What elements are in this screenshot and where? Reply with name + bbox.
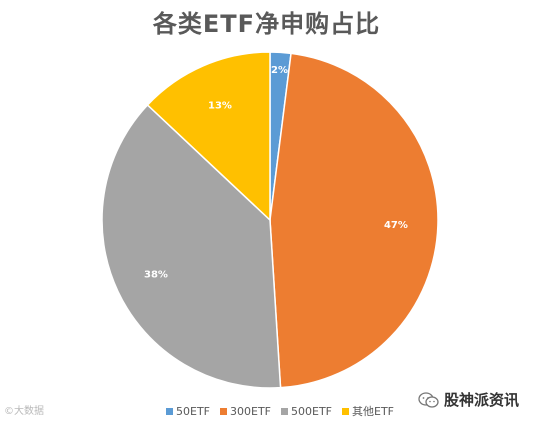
pie-slice-300ETF: [269, 52, 439, 389]
legend-swatch: [220, 407, 227, 415]
legend-label: 500ETF: [291, 404, 332, 418]
chart-title: 各类ETF净申购占比: [152, 10, 381, 38]
legend-swatch: [281, 407, 288, 415]
legend-swatch: [166, 407, 173, 415]
data-label-500ETF: 38%: [144, 270, 168, 281]
pie-slice-500ETF: [101, 103, 282, 389]
data-label-其他ETF: 13%: [208, 100, 232, 111]
legend-item-其他ETF: 其他ETF: [342, 403, 394, 419]
legend-item-500ETF: 500ETF: [281, 405, 332, 418]
pie-slice-其他ETF: [146, 51, 271, 222]
watermark-right-text: 股神派资讯: [444, 391, 520, 409]
watermark-left-text: ©大数据: [4, 406, 44, 417]
wechat-icon: [418, 391, 439, 408]
legend-item-50ETF: 50ETF: [166, 405, 210, 418]
legend-label: 50ETF: [176, 404, 210, 418]
legend-label: 其他ETF: [352, 405, 394, 418]
data-label-300ETF: 47%: [384, 220, 408, 231]
legend-item-300ETF: 300ETF: [220, 405, 271, 418]
data-label-50ETF: 2%: [271, 65, 288, 76]
legend: 50ETF 300ETF 500ETF 其他ETF: [166, 403, 394, 419]
legend-label: 300ETF: [230, 404, 271, 418]
legend-swatch: [342, 407, 349, 415]
watermark-right: 股神派资讯: [418, 389, 519, 410]
